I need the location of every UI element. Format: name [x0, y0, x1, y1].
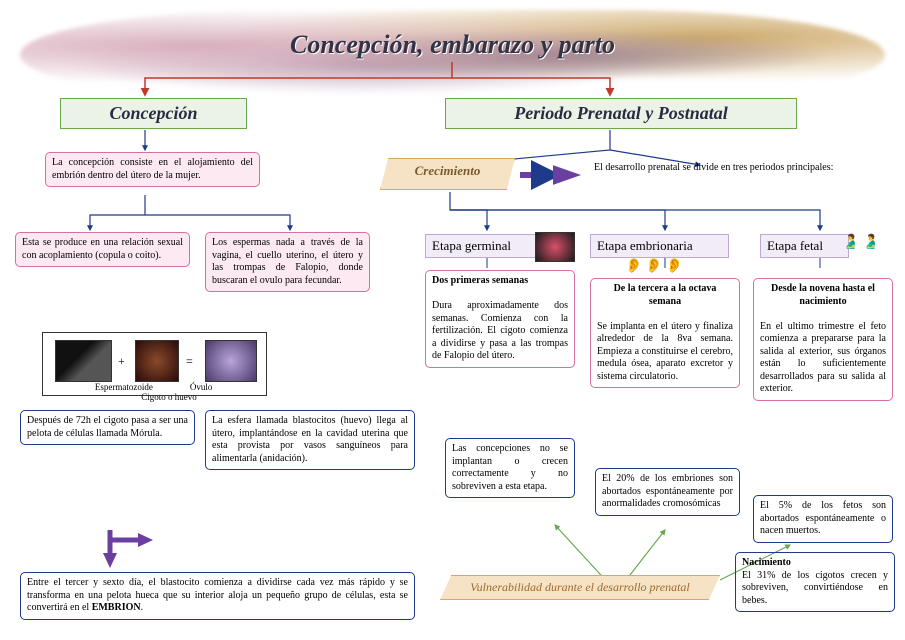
- box-concep-def: La concepción consiste en el alojamiento…: [45, 152, 260, 187]
- equation-frame: [42, 332, 267, 396]
- box-embrion: Entre el tercer y sexto día, el blastoci…: [20, 572, 415, 620]
- img-embrionaria: 👂👂👂: [625, 258, 686, 275]
- stage-germinal-body: Dos primeras semanasDura aproximadamente…: [425, 270, 575, 368]
- stage-fetal-body: Desde la novena hasta el nacimientoEn el…: [753, 278, 893, 401]
- main-title: Concepción, embarazo y parto: [0, 30, 905, 60]
- stage-germinal-title: Etapa germinal: [425, 234, 539, 258]
- vuln-fetos: El 5% de los fetos son abortados espontá…: [753, 495, 893, 543]
- box-blastocito: La esfera llamada blastocitos (huevo) ll…: [205, 410, 415, 470]
- box-relacion: Esta se produce en una relación sexual c…: [15, 232, 190, 267]
- box-espermas: Los espermas nada a través de la vagina,…: [205, 232, 370, 292]
- stage-embrionaria-body: De la tercera a la octava semanaSe impla…: [590, 278, 740, 388]
- box-morula: Después de 72h el cigoto pasa a ser una …: [20, 410, 195, 445]
- vuln-title: Vulnerabilidad durante el desarrollo pre…: [440, 575, 720, 600]
- header-periodo: Periodo Prenatal y Postnatal: [445, 98, 797, 129]
- box-desarrollo: El desarrollo prenatal se divide en tres…: [588, 158, 848, 179]
- box-crecimiento: Crecimiento: [380, 158, 515, 190]
- stage-embrionaria-title: Etapa embrionaria: [590, 234, 729, 258]
- vuln-embriones: El 20% de los embriones son abortados es…: [595, 468, 740, 516]
- vuln-nacimiento: NacimientoEl 31% de los cigotos crecen y…: [735, 552, 895, 612]
- img-germinal: [535, 232, 575, 262]
- header-concepcion: Concepción: [60, 98, 247, 129]
- stage-fetal-title: Etapa fetal: [760, 234, 849, 258]
- vuln-concepciones: Las concepciones no se implantan o crece…: [445, 438, 575, 498]
- img-fetal: 🫃🫃: [842, 234, 883, 251]
